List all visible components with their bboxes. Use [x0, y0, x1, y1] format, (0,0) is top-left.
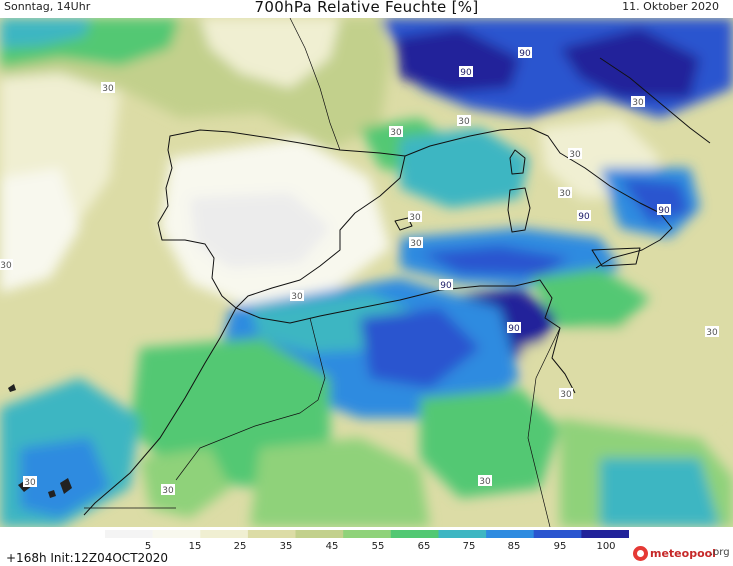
init-time-label: +168h Init:12Z04OCT2020: [6, 551, 169, 565]
colorbar-tick-label: 85: [507, 541, 521, 552]
header-bar: Sonntag, 14Uhr 700hPa Relative Feuchte […: [0, 0, 733, 18]
colorbar-tick-label: 55: [371, 541, 385, 552]
contour-label: 30: [558, 187, 572, 199]
colorbar-segment: [200, 530, 249, 538]
valid-time-label: Sonntag, 14Uhr: [4, 0, 91, 13]
contour-label: 30: [0, 259, 13, 271]
chart-title: 700hPa Relative Feuchte [%]: [254, 0, 479, 16]
logo-brand-text: meteopool: [650, 547, 716, 560]
country-borders-east: [527, 327, 561, 527]
contour-label: 30: [568, 148, 582, 160]
italy-coast: [404, 127, 673, 269]
madeira-island: [8, 384, 16, 392]
svg-text:90: 90: [440, 281, 452, 291]
svg-text:30: 30: [291, 292, 303, 302]
svg-text:30: 30: [479, 477, 491, 487]
svg-text:30: 30: [410, 239, 422, 249]
svg-text:30: 30: [559, 189, 571, 199]
contour-label: 90: [459, 66, 473, 78]
colorbar-segment: [295, 530, 344, 538]
svg-text:90: 90: [658, 206, 670, 216]
date-label: 11. Oktober 2020: [622, 0, 719, 13]
colorbar-segment: [533, 530, 582, 538]
contour-label: 30: [389, 126, 403, 138]
contour-label: 90: [577, 210, 591, 222]
colorbar-tick-label: 100: [596, 541, 616, 552]
contour-label: 30: [408, 211, 422, 223]
svg-text:30: 30: [706, 328, 718, 338]
footer-bar: 5 15 25 35 45 55 65 75 85 95 100 +168h Init:12Z04O…: [0, 527, 733, 566]
balearic-coast: [394, 217, 413, 231]
logo-tld-text: .org: [710, 547, 730, 558]
colorbar-segment: [581, 530, 629, 538]
svg-text:30: 30: [102, 84, 114, 94]
contour-label: 30: [101, 82, 115, 94]
canary-island: [48, 490, 56, 498]
svg-text:90: 90: [578, 212, 590, 222]
colorbar-tick-label: 5: [144, 541, 152, 552]
svg-text:30: 30: [458, 117, 470, 127]
european-borders: [289, 18, 341, 151]
humidity-map: 30 30 90 90 30 30 30 90 90 30 30 30 90 90 30 30 30 30 30 30…: [0, 18, 733, 527]
north-africa-coast: [235, 279, 576, 394]
colorbar-tick-label: 75: [462, 541, 476, 552]
contour-label: 30: [478, 475, 492, 487]
corsica-coast: [509, 149, 526, 175]
contour-label: 90: [518, 47, 532, 59]
contour-label: 90: [439, 279, 453, 291]
contour-label: 90: [507, 322, 521, 334]
coastlines: [83, 18, 711, 527]
contour-label: 30: [631, 96, 645, 108]
contour-label: 90: [657, 204, 671, 216]
iberia-coast: [157, 129, 406, 309]
sicily-coast: [591, 247, 641, 267]
svg-text:30: 30: [162, 486, 174, 496]
colorbar-segment: [247, 530, 297, 538]
colorbar-tick-label: 35: [279, 541, 293, 552]
contour-label: 30: [409, 237, 423, 249]
colorbar-tick-label: 65: [417, 541, 431, 552]
svg-text:90: 90: [508, 324, 520, 334]
colorbar-segment: [438, 530, 487, 538]
svg-text:90: 90: [460, 68, 472, 78]
svg-text:30: 30: [390, 128, 402, 138]
atlantic-africa-coast: [83, 307, 237, 516]
svg-text:30: 30: [24, 478, 36, 488]
contour-label: 30: [290, 290, 304, 302]
colorbar-tick-label: 95: [553, 541, 567, 552]
colorbar-tick-label: 25: [233, 541, 247, 552]
svg-text:30: 30: [632, 98, 644, 108]
colorbar-segment: [486, 530, 535, 538]
contour-labels: 30 30 90 90 30 30 30 90 90 30 30 30 90 90 30 30 30 30 30 30…: [0, 47, 719, 496]
contour-label: 30: [457, 115, 471, 127]
colorbar-tick-label: 45: [325, 541, 339, 552]
colorbar-tick-label: 15: [188, 541, 202, 552]
contour-label: 30: [161, 484, 175, 496]
adriatic-coast: [599, 57, 711, 144]
svg-text:30: 30: [569, 150, 581, 160]
canary-island: [60, 478, 72, 494]
humidity-field: [0, 18, 733, 527]
logo-icon: [633, 546, 648, 561]
colorbar-segment: [152, 530, 201, 538]
svg-text:30: 30: [560, 390, 572, 400]
contour-label: 30: [705, 326, 719, 338]
sardinia-coast: [507, 187, 531, 233]
svg-text:90: 90: [519, 49, 531, 59]
field-blobs: [0, 18, 733, 527]
colorbar-segment: [343, 530, 392, 538]
contour-label: 30: [559, 388, 573, 400]
country-borders: [175, 317, 326, 481]
svg-text:30: 30: [409, 213, 421, 223]
contour-label: 30: [23, 476, 37, 488]
colorbar-segment: [105, 530, 154, 538]
colorbar-segment: [390, 530, 439, 538]
colorbar: [105, 530, 629, 538]
svg-text:30: 30: [0, 261, 12, 271]
